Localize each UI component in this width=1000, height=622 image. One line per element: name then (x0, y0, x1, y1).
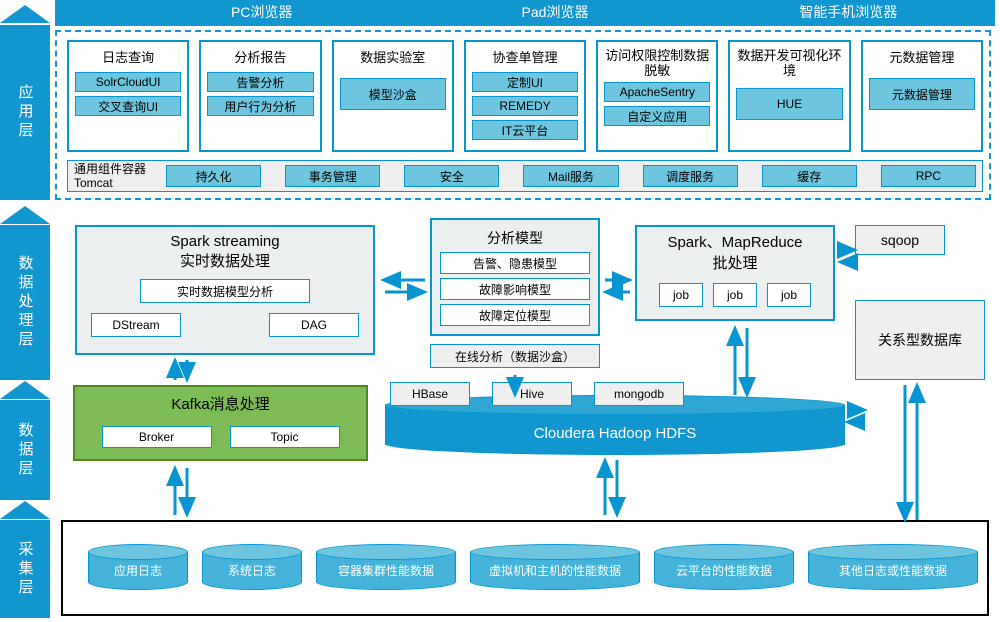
batch-title1: Spark、MapReduce (637, 231, 833, 252)
tomcat-item: Mail服务 (523, 165, 618, 187)
app-group-title: 访问权限控制数据脱敏 (604, 48, 710, 78)
app-item: REMEDY (472, 96, 578, 116)
layer-segment: 数据层 (0, 400, 50, 500)
layer-label: 采集层 (15, 541, 36, 598)
app-item: SolrCloudUI (75, 72, 181, 92)
app-item: 定制UI (472, 72, 578, 92)
app-group: 数据实验室模型沙盒 (332, 40, 454, 152)
db-hive: Hive (492, 382, 572, 406)
kafka-broker: Broker (102, 426, 212, 448)
db-row: HBase Hive mongodb (390, 382, 684, 406)
app-group: 协查单管理定制UI REMEDY IT云平台 (464, 40, 586, 152)
collect-cylinder: 应用日志 (88, 544, 188, 592)
app-item: ApacheSentry (604, 82, 710, 102)
tab-pc: PC浏览器 (115, 0, 408, 28)
layer-label: 数据层 (15, 422, 36, 479)
app-group-title: 数据开发可视化环境 (736, 48, 842, 78)
app-item: HUE (736, 88, 842, 120)
app-group-title: 数据实验室 (360, 48, 425, 68)
app-group: 数据开发可视化环境 HUE (728, 40, 850, 152)
app-group: 访问权限控制数据脱敏 ApacheSentry 自定义应用 (596, 40, 718, 152)
tomcat-item: 安全 (404, 165, 499, 187)
tab-mobile: 智能手机浏览器 (702, 0, 995, 28)
app-item: 交叉查询UI (75, 96, 181, 116)
sqoop-box: sqoop (855, 225, 945, 255)
kafka-topic: Topic (230, 426, 340, 448)
collect-cylinder: 其他日志或性能数据 (808, 544, 978, 592)
hdfs-label: Cloudera Hadoop HDFS (385, 425, 845, 442)
app-group: 分析报告告警分析用户行为分析 (199, 40, 321, 152)
batch-panel: Spark、MapReduce 批处理 job job job (635, 225, 835, 321)
model-item: 故障定位模型 (440, 304, 590, 326)
layer-segment: 采集层 (0, 520, 50, 618)
dag-box: DAG (269, 313, 359, 337)
sandbox-box: 在线分析（数据沙盒） (430, 344, 600, 368)
app-item: IT云平台 (472, 120, 578, 140)
model-item: 告警、隐患模型 (440, 252, 590, 274)
batch-title2: 批处理 (637, 252, 833, 273)
collect-cylinder: 容器集群性能数据 (316, 544, 456, 592)
dstream-box: DStream (91, 313, 181, 337)
db-hbase: HBase (390, 382, 470, 406)
layer-sidebar: 应用层数据处理层数据层采集层 (0, 0, 50, 622)
app-item: 用户行为分析 (207, 96, 313, 116)
app-group-title: 元数据管理 (889, 48, 954, 68)
tomcat-item: 调度服务 (643, 165, 738, 187)
job-3: job (767, 283, 811, 307)
tomcat-item: 缓存 (762, 165, 857, 187)
tab-pad: Pad浏览器 (408, 0, 701, 28)
rdb-box: 关系型数据库 (855, 300, 985, 380)
chevron-up-icon (0, 381, 50, 399)
app-group: 元数据管理元数据管理 (861, 40, 983, 152)
spark-stream-title2: 实时数据处理 (77, 250, 373, 271)
app-group: 日志查询 SolrCloudUI 交叉查询UI (67, 40, 189, 152)
kafka-title: Kafka消息处理 (75, 387, 366, 418)
tomcat-item: RPC (881, 165, 976, 187)
app-group-title: 日志查询 (102, 48, 154, 68)
chevron-up-icon (0, 501, 50, 519)
app-item: 告警分析 (207, 72, 313, 92)
collect-cylinder: 虚拟机和主机的性能数据 (470, 544, 640, 592)
app-group-title: 分析报告 (234, 48, 286, 68)
spark-stream-mid: 实时数据模型分析 (140, 279, 310, 303)
collect-cylinder: 系统日志 (202, 544, 302, 592)
layer-segment: 应用层 (0, 25, 50, 200)
app-item: 元数据管理 (869, 78, 975, 110)
layer-label: 数据处理层 (15, 255, 36, 350)
job-1: job (659, 283, 703, 307)
chevron-up-icon (0, 206, 50, 224)
app-layer-box: 日志查询SolrCloudUI交叉查询UI分析报告告警分析用户行为分析数据实验室… (55, 30, 991, 200)
job-2: job (713, 283, 757, 307)
model-title: 分析模型 (440, 224, 590, 252)
tomcat-item: 持久化 (166, 165, 261, 187)
model-item: 故障影响模型 (440, 278, 590, 300)
spark-streaming-panel: Spark streaming 实时数据处理 实时数据模型分析 DStream … (75, 225, 375, 355)
app-item: 自定义应用 (604, 106, 710, 126)
kafka-panel: Kafka消息处理 Broker Topic (73, 385, 368, 461)
spark-stream-title1: Spark streaming (77, 233, 373, 250)
app-group-title: 协查单管理 (492, 48, 557, 68)
db-mongodb: mongodb (594, 382, 684, 406)
layer-label: 应用层 (15, 84, 36, 141)
app-item: 模型沙盒 (340, 78, 446, 110)
model-panel: 分析模型 告警、隐患模型故障影响模型故障定位模型 (430, 218, 600, 336)
collect-container: 应用日志 系统日志 容器集群性能数据 虚拟机和主机的性能数据 云平台的性能数据 … (61, 520, 989, 616)
chevron-up-icon (0, 5, 50, 23)
diagram-main: PC浏览器 Pad浏览器 智能手机浏览器 日志查询 SolrCloudUI 交叉查询… (55, 0, 995, 622)
collect-cylinder: 云平台的性能数据 (654, 544, 794, 592)
layer-segment: 数据处理层 (0, 225, 50, 380)
tomcat-label: 通用组件容器Tomcat (74, 162, 152, 190)
tomcat-row: 通用组件容器Tomcat 持久化 事务管理 安全 Mail服务 调度服务 缓存 RPC (67, 160, 983, 192)
tomcat-item: 事务管理 (285, 165, 380, 187)
browser-tabs: PC浏览器 Pad浏览器 智能手机浏览器 (115, 0, 995, 28)
